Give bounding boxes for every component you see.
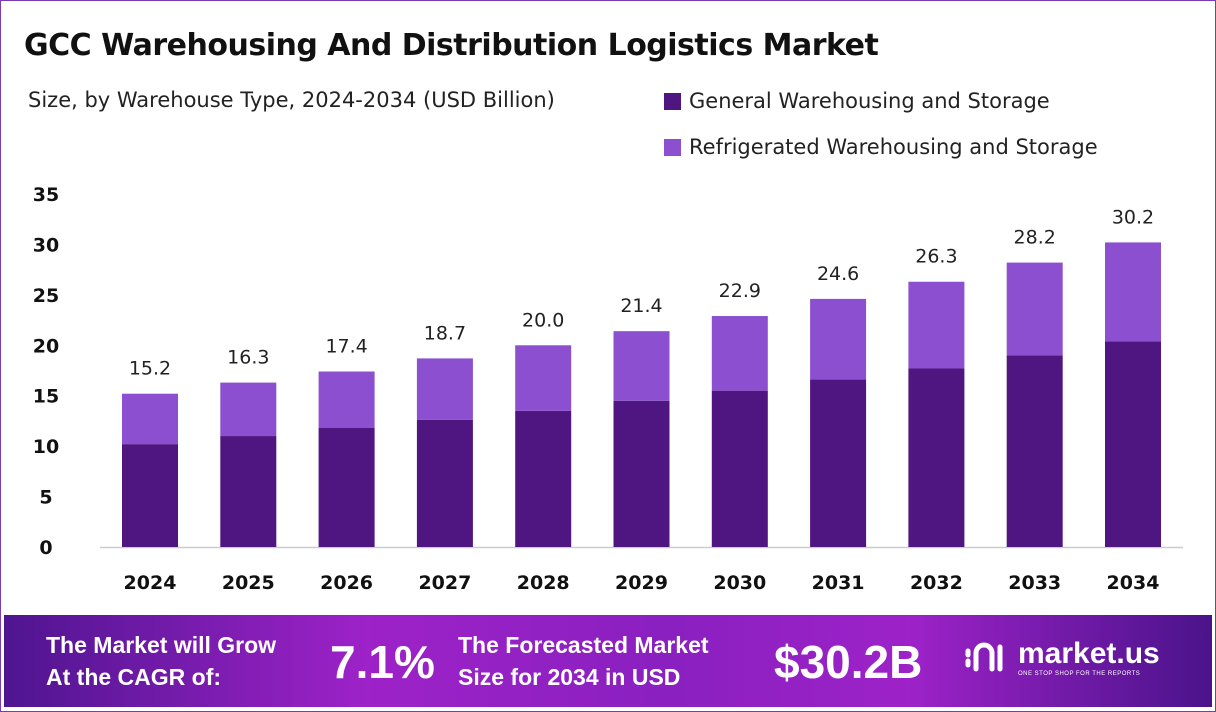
legend-item-refrigerated: Refrigerated Warehousing and Storage (664, 135, 1098, 159)
y-tick-label: 10 (33, 436, 59, 458)
y-tick-label: 5 (39, 487, 52, 509)
x-tick-label: 2032 (910, 572, 963, 594)
legend-swatch-refrigerated (664, 138, 681, 156)
bar-refrigerated-2029 (613, 331, 670, 401)
chart-title: GCC Warehousing And Distribution Logisti… (24, 28, 879, 63)
y-tick-label: 20 (33, 335, 59, 357)
data-label-total-2032: 26.3 (915, 246, 957, 268)
bar-refrigerated-2028 (515, 345, 572, 411)
cagr-value: 7.1% (330, 636, 435, 688)
bar-refrigerated-2031 (810, 298, 867, 380)
bar-general-2031 (810, 379, 867, 547)
cagr-label: The Market will Grow At the CAGR of: (46, 632, 277, 690)
bar-general-2024 (122, 444, 178, 547)
data-label-total-2031: 24.6 (817, 263, 859, 285)
bar-general-2025 (220, 436, 277, 547)
y-tick-label: 15 (33, 386, 59, 408)
data-label-total-2024: 15.2 (129, 358, 171, 380)
x-tick-label: 2024 (124, 572, 177, 594)
legend-label-refrigerated: Refrigerated Warehousing and Storage (689, 135, 1098, 159)
data-label-total-2026: 17.4 (325, 336, 367, 358)
forecast-value: $30.2B (774, 636, 923, 688)
bar-refrigerated-2025 (220, 382, 277, 437)
data-label-total-2029: 21.4 (620, 295, 662, 317)
data-label-total-2028: 20.0 (522, 309, 564, 331)
logo-tagline: ONE STOP SHOP FOR THE REPORTS (1018, 671, 1141, 677)
data-label-total-2025: 16.3 (227, 347, 269, 369)
legend-swatch-general (664, 92, 681, 110)
x-tick-label: 2029 (615, 572, 668, 594)
forecast-label: The Forecasted Market Size for 2034 in US… (458, 632, 709, 690)
bar-refrigerated-2024 (122, 393, 178, 445)
y-tick-label: 30 (33, 234, 59, 256)
data-label-total-2027: 18.7 (424, 322, 466, 344)
legend-label-general: General Warehousing and Storage (689, 89, 1050, 113)
footer-banner: The Market will Grow At the CAGR of: 7.1%… (4, 615, 1212, 707)
bar-refrigerated-2032 (908, 281, 965, 369)
x-tick-label: 2030 (713, 572, 766, 594)
bar-general-2027 (416, 419, 473, 547)
logo-text: market.us (1018, 637, 1160, 670)
bar-general-2029 (613, 400, 670, 547)
x-tick-label: 2027 (418, 572, 471, 594)
legend-item-general: General Warehousing and Storage (664, 89, 1050, 113)
x-tick-label: 2031 (812, 572, 865, 594)
x-tick-label: 2028 (517, 572, 570, 594)
data-label-total-2034: 30.2 (1112, 206, 1154, 228)
market-us-logo: market.us ONE STOP SHOP FOR THE REPORTS (964, 637, 1160, 677)
x-tick-label: 2034 (1107, 572, 1160, 594)
y-tick-label: 0 (39, 537, 52, 559)
x-tick-label: 2025 (222, 572, 275, 594)
bar-refrigerated-2030 (711, 316, 768, 391)
bar-general-2032 (908, 368, 965, 547)
bar-general-2026 (318, 427, 375, 547)
x-tick-label: 2026 (320, 572, 373, 594)
chart-subtitle: Size, by Warehouse Type, 2024-2034 (USD … (28, 88, 555, 112)
y-tick-label: 35 (33, 184, 59, 206)
bar-refrigerated-2027 (416, 358, 473, 420)
data-label-total-2033: 28.2 (1014, 227, 1056, 249)
bar-general-2034 (1105, 341, 1161, 547)
data-label-total-2030: 22.9 (719, 280, 761, 302)
bar-chart: 0510152025303515.2202416.3202517.4202618… (33, 184, 1183, 594)
x-tick-label: 2033 (1008, 572, 1061, 594)
bar-general-2033 (1006, 355, 1063, 547)
bar-refrigerated-2034 (1105, 242, 1161, 342)
bar-refrigerated-2026 (318, 371, 375, 428)
bar-general-2028 (515, 410, 572, 547)
y-tick-label: 25 (33, 285, 59, 307)
bar-refrigerated-2033 (1006, 262, 1063, 356)
bar-general-2030 (711, 390, 768, 547)
logo-icon (965, 642, 1003, 672)
